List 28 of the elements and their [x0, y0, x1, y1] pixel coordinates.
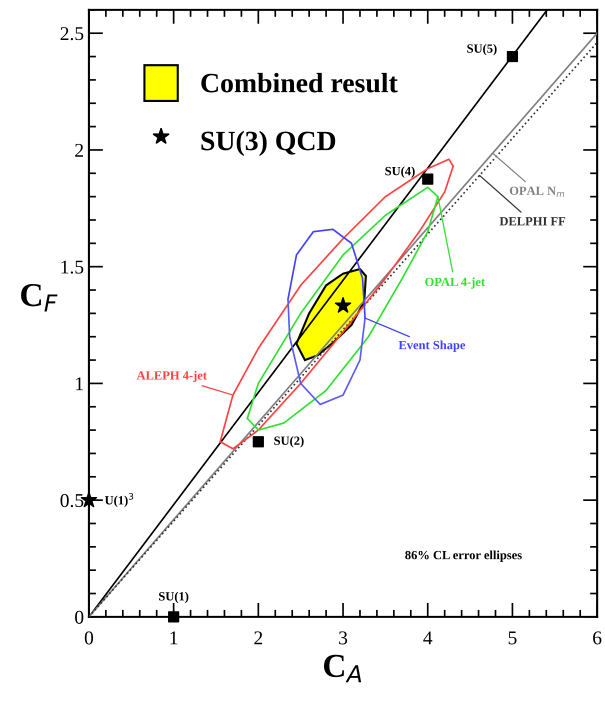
x-tick-label: 4: [423, 631, 432, 644]
x-tick-label: 5: [508, 632, 517, 644]
text: OPAL 4-jet: [425, 277, 486, 289]
annotation: 86% CL error ellipses: [405, 550, 522, 562]
y-tick-label: 1.5: [61, 260, 84, 274]
x-tick-label: 2: [254, 631, 262, 644]
y-tick-label: 2: [75, 144, 83, 157]
x-tick-label: 1: [170, 631, 178, 644]
x-tick-label: 0: [84, 631, 94, 644]
data-label: SU(5): [467, 44, 497, 56]
x-tick-label: 3: [339, 631, 348, 644]
data-label: SU(1): [159, 592, 188, 604]
legend-label: Combined result: [201, 72, 398, 93]
legend-label: SU(3) QCD: [201, 130, 336, 156]
text: ALEPH 4-jet: [136, 370, 207, 382]
data-label: SU(4): [385, 166, 415, 178]
y-tick-label: 1: [76, 377, 83, 390]
data-label: SU(2): [274, 436, 304, 448]
x-tick-label: 6: [593, 631, 602, 644]
x-axis-title: C$_{A}$: [324, 654, 362, 682]
y-axis-title: C$_{F}$: [21, 284, 58, 312]
y-tick-label: 0.5: [60, 494, 84, 508]
text: Event Shape: [398, 340, 466, 352]
y-tick-label: 0: [75, 610, 84, 624]
y-tick-label: 2.5: [60, 27, 84, 40]
text: DELPHI FF: [500, 217, 566, 226]
text: OPAL N$_{m}$: [510, 186, 564, 197]
data-label: U(1)$^{3}$: [104, 493, 134, 508]
